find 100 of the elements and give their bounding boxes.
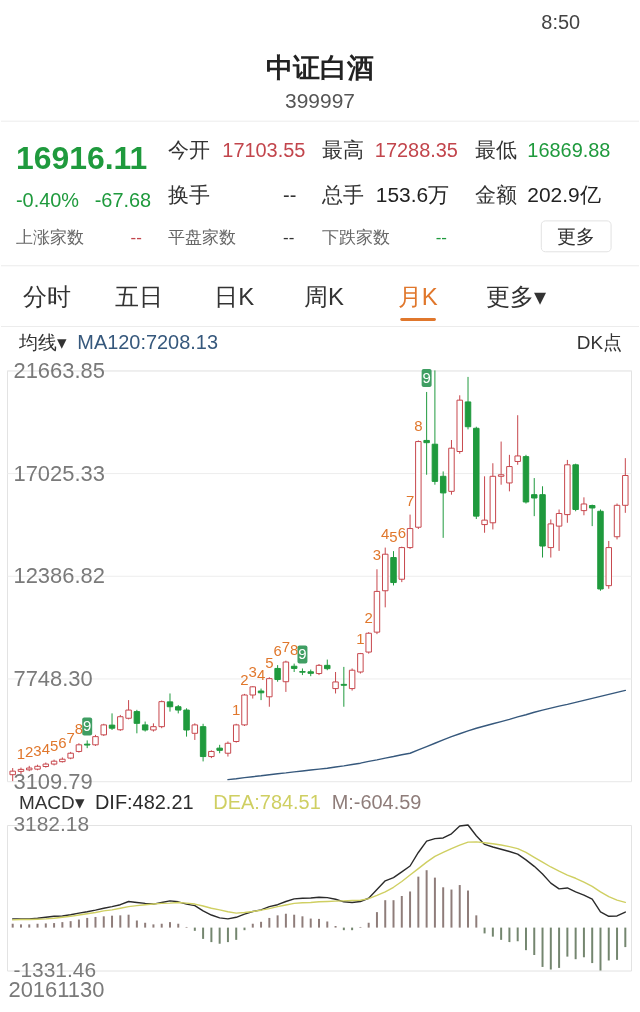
text: 1: [232, 700, 241, 718]
bar: [144, 922, 147, 928]
line-series: [11, 841, 627, 921]
bar: [541, 927, 544, 967]
text: 9: [83, 717, 92, 735]
text: 平盘家数: [168, 227, 237, 247]
text: --: [283, 227, 295, 247]
text: 7: [281, 637, 291, 655]
text: 2: [364, 609, 373, 627]
line-series: [227, 689, 627, 781]
text: 5: [49, 736, 59, 754]
text: 16869.88: [527, 139, 611, 162]
text: 6: [273, 642, 282, 660]
bar: [210, 927, 213, 943]
y-tick-label: 3109.79: [13, 768, 93, 794]
text: 周K: [304, 282, 345, 310]
text: 8:50: [541, 11, 581, 34]
text: DEA:784.51: [213, 791, 321, 814]
bar: [19, 924, 22, 928]
chart-subtitle: 399997: [285, 89, 355, 113]
text: 8: [290, 640, 299, 658]
candlestick: [439, 470, 447, 539]
text: --: [130, 227, 142, 247]
text: 202.9亿: [527, 182, 601, 206]
text: 5: [389, 528, 398, 546]
text: 6: [58, 734, 67, 752]
candlestick: [257, 688, 265, 701]
candlestick: [108, 712, 116, 731]
text: 1: [356, 629, 365, 647]
text: 4: [41, 739, 50, 757]
candlestick: [514, 414, 521, 466]
y-tick-label: 12386.82: [13, 563, 105, 589]
text: 五日: [114, 282, 163, 310]
y-tick-label: 3182.18: [13, 812, 90, 836]
text: 3: [372, 546, 382, 564]
text: 8: [414, 417, 423, 435]
text: DIF:482.21: [94, 791, 194, 814]
text: 3: [248, 663, 257, 681]
text: 153.6万: [375, 182, 450, 206]
bar: [392, 900, 395, 928]
text: 9: [298, 645, 307, 663]
text: 更多▾: [486, 282, 547, 310]
bar: [86, 917, 89, 928]
text: 6: [397, 523, 406, 541]
bar: [135, 920, 138, 928]
text: 16916.11: [15, 140, 148, 177]
text: 总手: [320, 182, 364, 206]
text: 换手: [168, 182, 211, 206]
text: -67.68: [94, 188, 152, 211]
text: MA120:7208.13: [77, 331, 218, 354]
text: 更多: [557, 225, 596, 247]
candlestick: [406, 514, 414, 550]
bar: [284, 913, 287, 928]
bar: [591, 927, 594, 964]
text: 4: [256, 665, 266, 683]
y-tick-label: 17025.33: [13, 460, 105, 486]
bar: [152, 924, 155, 928]
bar: [268, 917, 271, 928]
text: 17288.35: [374, 139, 458, 162]
bar: [475, 915, 478, 928]
text: 日K: [214, 282, 255, 310]
text: DK点: [576, 332, 623, 354]
candlestick: [423, 391, 430, 476]
bar: [11, 923, 14, 928]
bar: [69, 921, 72, 928]
candlestick: [133, 709, 141, 734]
text: 2: [25, 742, 34, 760]
bar: [599, 927, 602, 971]
text: 17103.55: [222, 139, 306, 162]
bar: [400, 896, 403, 928]
candlestick: [580, 496, 588, 516]
candlestick: [340, 666, 348, 708]
bar: [533, 927, 536, 956]
bar: [326, 921, 329, 928]
text: 最低: [474, 138, 517, 162]
bar: [77, 919, 80, 928]
text: 最高: [321, 138, 364, 162]
chart-title: 中证白酒: [266, 53, 374, 84]
text: 今开: [168, 138, 211, 162]
bar: [218, 927, 221, 944]
bar: [607, 927, 610, 961]
text: 分时: [22, 282, 71, 310]
text: --: [435, 227, 447, 247]
text: 月K: [397, 282, 438, 310]
text: 7: [66, 728, 75, 746]
bar: [409, 891, 412, 928]
text: 2: [240, 670, 249, 688]
candlestick: [166, 692, 174, 713]
bar: [458, 885, 461, 928]
bar: [276, 915, 279, 928]
text: -0.40%: [15, 188, 80, 211]
text: MACD▾: [18, 792, 85, 814]
text: 7: [405, 491, 415, 509]
text: 下跌家数: [321, 227, 390, 247]
candlestick: [17, 767, 25, 775]
text: 3: [33, 741, 42, 759]
candlestick: [555, 509, 563, 552]
text: M:-604.59: [331, 791, 422, 814]
bar: [524, 927, 527, 951]
y-tick-label: 21663.85: [13, 357, 105, 383]
